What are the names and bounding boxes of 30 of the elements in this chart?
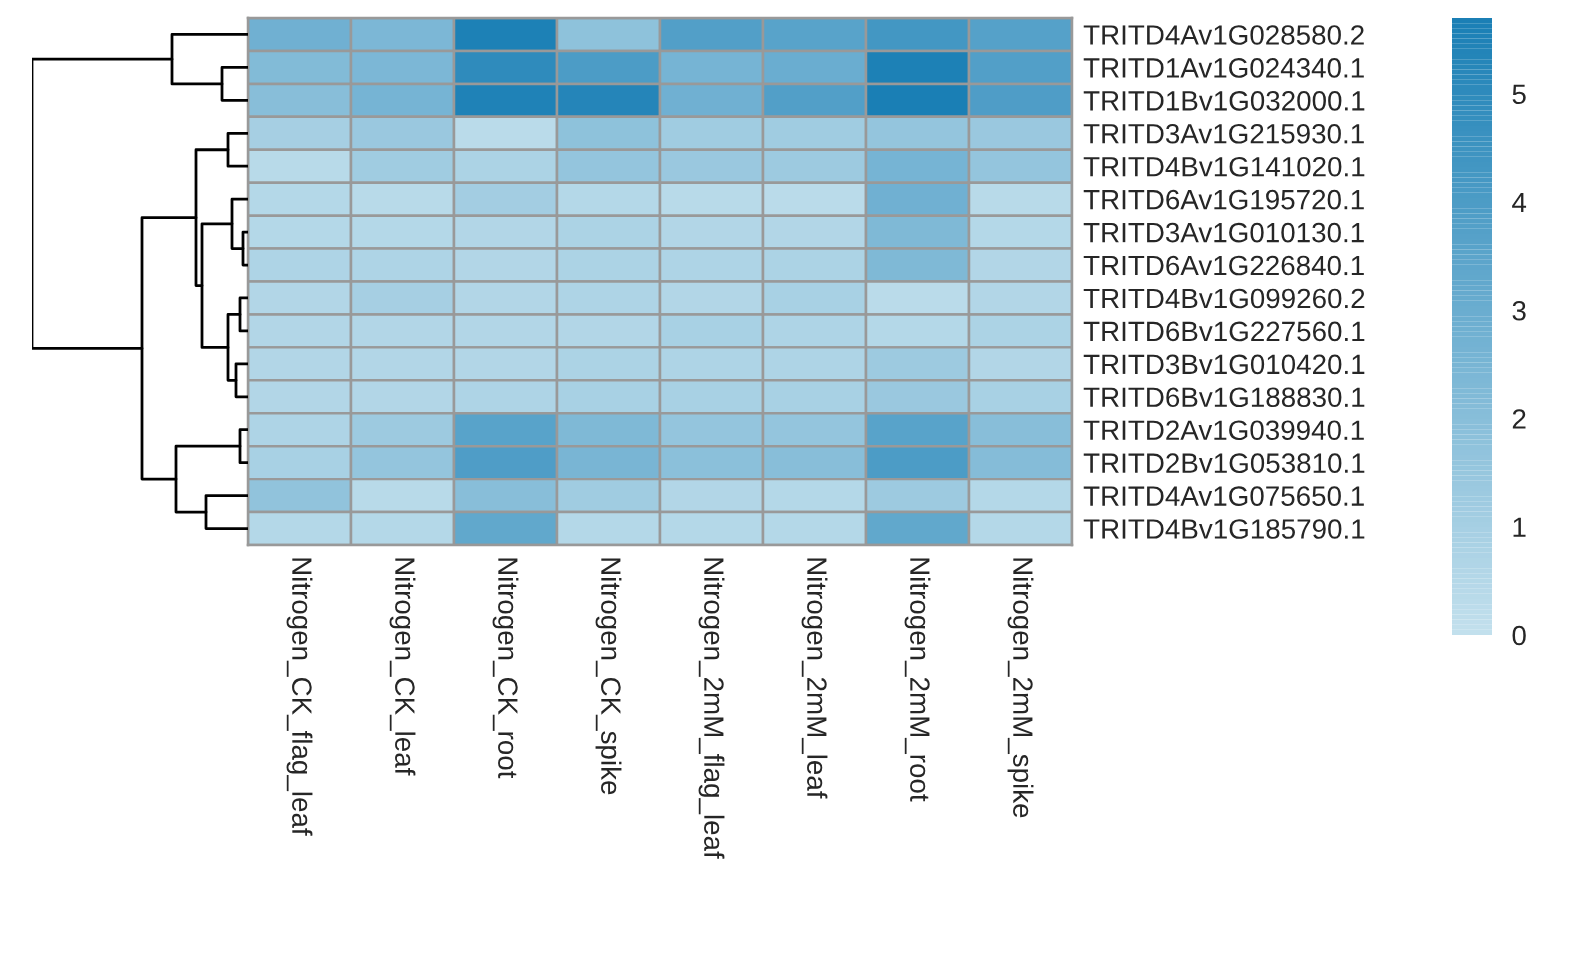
x-tick-label: Nitrogen_CK_leaf <box>389 558 416 776</box>
y-tick-label: TRITD4Av1G028580.2 <box>1083 25 1364 45</box>
y-tick-label: TRITD1Bv1G032000.1 <box>1083 91 1365 111</box>
y-tick-label: TRITD2Bv1G053810.1 <box>1083 453 1365 473</box>
y-tick-label: TRITD3Av1G215930.1 <box>1083 123 1364 144</box>
y-tick-label: TRITD4Bv1G141020.1 <box>1083 156 1365 177</box>
y-tick-label: TRITD6Bv1G227560.1 <box>1083 321 1365 342</box>
x-tick-label: Nitrogen_CK_root <box>492 558 519 779</box>
y-tick-label: TRITD1Av1G024340.1 <box>1083 58 1364 78</box>
color-bar-label: 4 <box>1512 192 1527 213</box>
x-tick-label: Nitrogen_CK_flag_leaf <box>286 558 313 836</box>
x-tick-label: Nitrogen_2mM_leaf <box>801 558 828 799</box>
color-bar-label: 0 <box>1512 625 1526 646</box>
y-tick-label: TRITD3Av1G010130.1 <box>1083 222 1364 243</box>
color-bar-label: 5 <box>1512 84 1526 105</box>
y-tick-label: TRITD4Bv1G099260.2 <box>1083 288 1365 309</box>
color-bar-label: 2 <box>1512 409 1526 429</box>
y-tick-label: TRITD4Bv1G185790.1 <box>1083 519 1365 539</box>
x-tick-label: Nitrogen_CK_spike <box>595 558 622 795</box>
y-tick-label: TRITD4Av1G075650.1 <box>1083 486 1364 506</box>
x-tick-label: Nitrogen_2mM_root <box>904 558 931 802</box>
y-tick-label: TRITD2Av1G039940.1 <box>1083 420 1364 441</box>
x-tick-label: Nitrogen_2mM_spike <box>1007 558 1034 818</box>
x-tick-label: Nitrogen_2mM_flag_leaf <box>698 558 725 859</box>
y-tick-label: TRITD6Bv1G188830.1 <box>1083 387 1365 408</box>
y-tick-label: TRITD6Av1G195720.1 <box>1083 189 1364 210</box>
color-bar-label: 3 <box>1512 300 1526 321</box>
color-bar-label: 1 <box>1513 517 1526 537</box>
y-tick-label: TRITD3Bv1G010420.1 <box>1083 354 1365 375</box>
y-tick-label: TRITD6Av1G226840.1 <box>1083 255 1364 276</box>
